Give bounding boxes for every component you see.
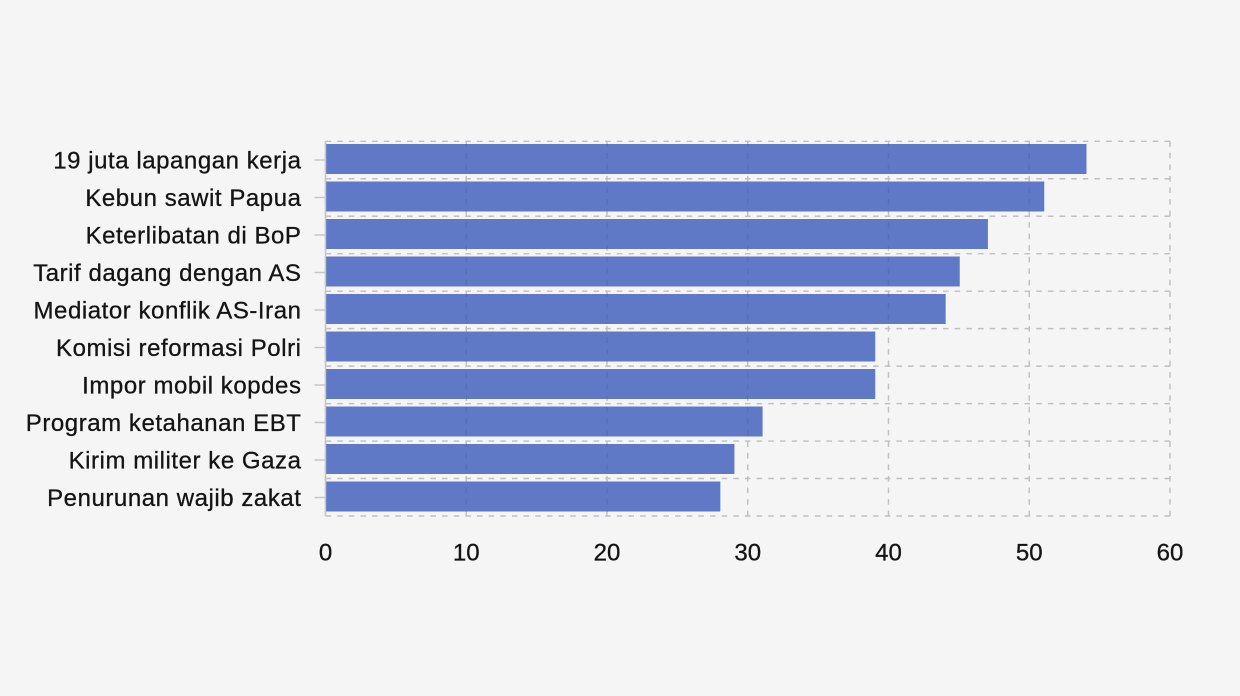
svg-text:Mediator konflik AS-Iran: Mediator konflik AS-Iran <box>34 297 302 324</box>
svg-text:40: 40 <box>875 540 902 567</box>
svg-text:10: 10 <box>453 540 480 567</box>
svg-text:Keterlibatan di BoP: Keterlibatan di BoP <box>86 222 302 249</box>
svg-text:20: 20 <box>594 540 621 567</box>
svg-text:Komisi reformasi Polri: Komisi reformasi Polri <box>56 335 301 362</box>
svg-text:Penurunan wajib zakat: Penurunan wajib zakat <box>47 485 301 512</box>
svg-text:Program ketahanan EBT: Program ketahanan EBT <box>26 410 302 437</box>
svg-text:Tarif dagang dengan AS: Tarif dagang dengan AS <box>33 260 301 287</box>
svg-text:50: 50 <box>1016 540 1043 567</box>
svg-text:Kebun sawit Papua: Kebun sawit Papua <box>85 185 301 212</box>
svg-text:19 juta lapangan kerja: 19 juta lapangan kerja <box>53 147 301 174</box>
svg-text:60: 60 <box>1157 540 1184 567</box>
svg-text:0: 0 <box>319 540 332 567</box>
svg-text:30: 30 <box>734 540 761 567</box>
svg-text:Kirim militer ke Gaza: Kirim militer ke Gaza <box>69 447 302 474</box>
svg-text:Impor mobil kopdes: Impor mobil kopdes <box>82 372 301 399</box>
